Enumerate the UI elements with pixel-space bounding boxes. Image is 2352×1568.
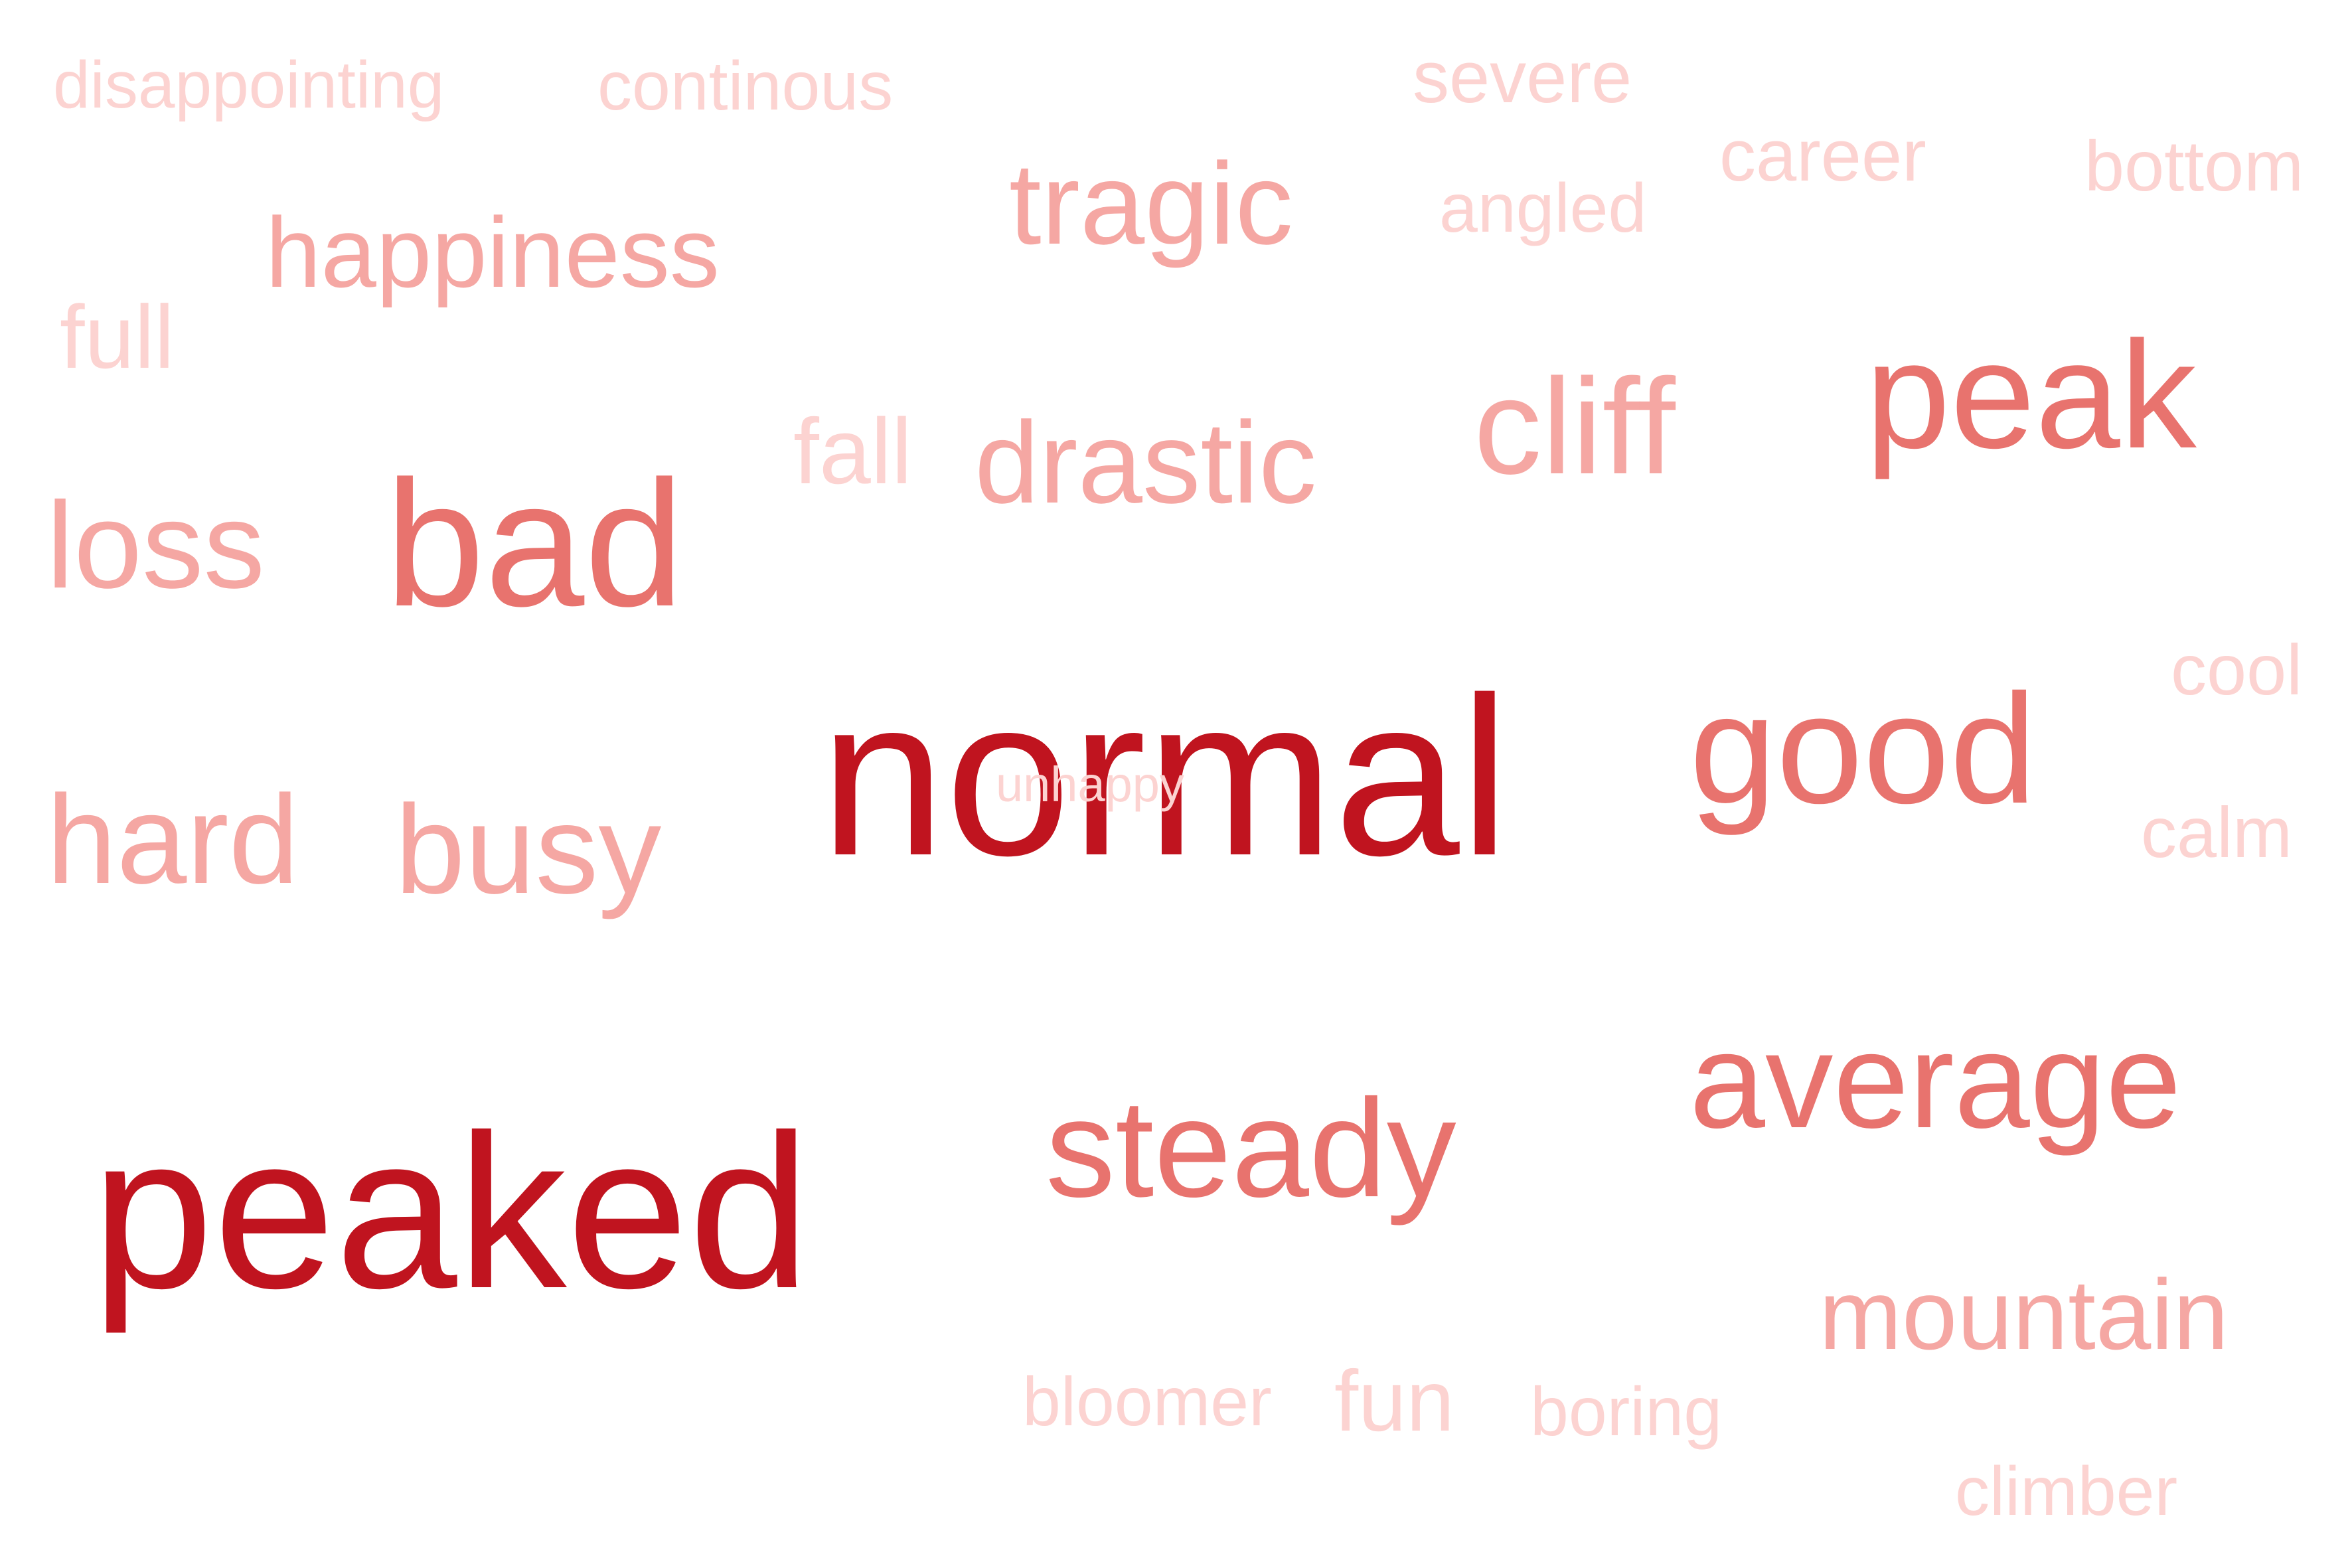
word-drastic: drastic: [975, 398, 1317, 528]
word-bloomer: bloomer: [1022, 1364, 1272, 1441]
word-good: good: [1689, 661, 2037, 836]
word-calm: calm: [2141, 792, 2293, 872]
word-bottom: bottom: [2084, 125, 2304, 206]
word-loss: loss: [46, 477, 265, 614]
word-busy: busy: [395, 779, 662, 920]
word-cool: cool: [2171, 629, 2303, 710]
word-peak: peak: [1865, 309, 2197, 480]
word-happiness: happiness: [266, 196, 720, 308]
word-hard: hard: [46, 769, 299, 910]
word-tragic: tragic: [1009, 139, 1293, 269]
word-peaked: peaked: [92, 1089, 811, 1334]
word-average: average: [1689, 1004, 2181, 1156]
word-continous: continous: [597, 48, 894, 125]
word-career: career: [1719, 115, 1926, 196]
word-steady: steady: [1046, 1070, 1456, 1226]
word-boring: boring: [1530, 1373, 1723, 1450]
word-full: full: [60, 287, 175, 387]
word-disappointing: disappointing: [53, 48, 445, 122]
word-cliff: cliff: [1474, 351, 1676, 503]
word-climber: climber: [1955, 1453, 2178, 1530]
word-severe: severe: [1413, 37, 1632, 118]
word-fun: fun: [1334, 1352, 1454, 1449]
word-mountain: mountain: [1819, 1259, 2229, 1370]
word-angled: angled: [1439, 170, 1647, 247]
word-normal: normal: [820, 651, 1510, 903]
word-overlapping-smudge: unhappy: [996, 757, 1184, 812]
word-bad: bad: [385, 444, 684, 644]
word-fall: fall: [793, 399, 912, 503]
